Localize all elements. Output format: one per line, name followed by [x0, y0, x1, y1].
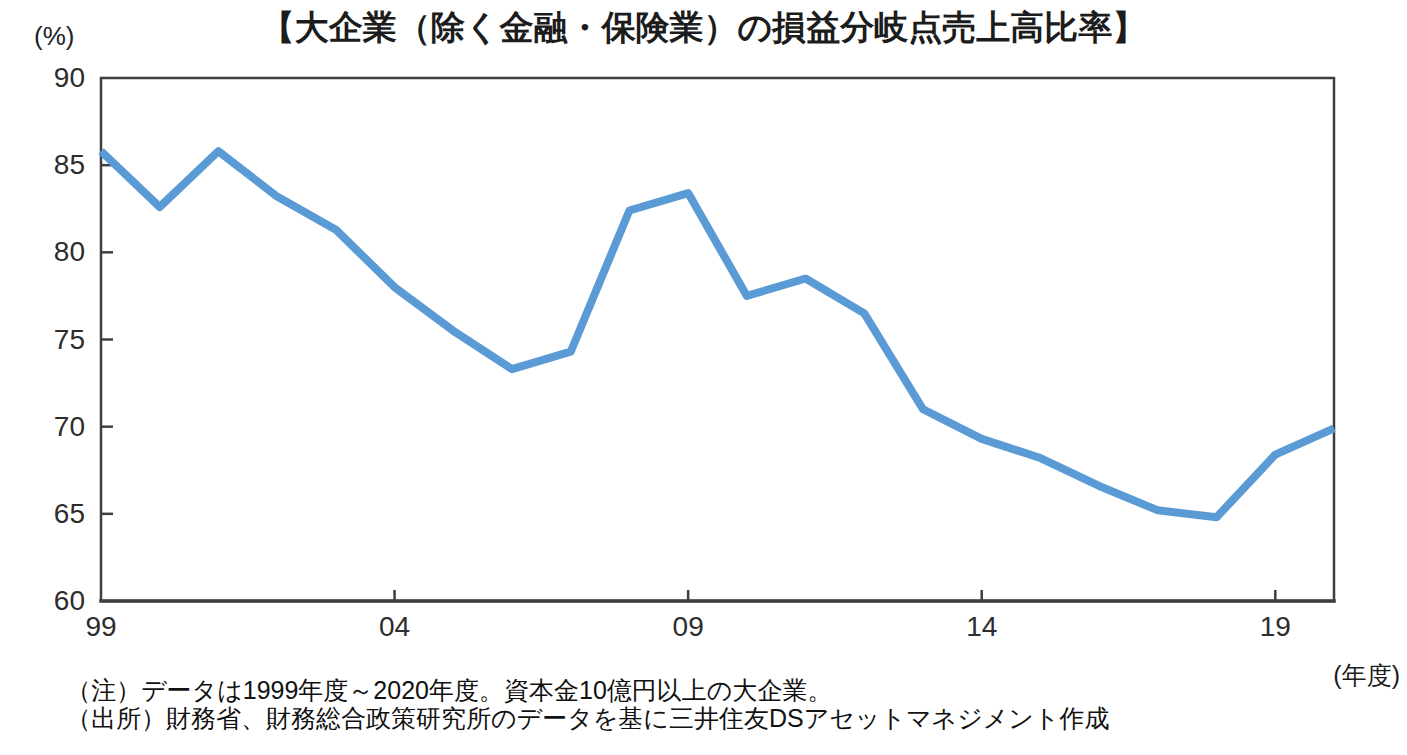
x-axis-unit-label: (年度) [1333, 659, 1400, 692]
note-line-2: （出所）財務省、財務総合政策研究所のデータを基に三井住友DSアセットマネジメント… [66, 702, 1110, 735]
data-series-line [101, 151, 1334, 517]
line-plot [0, 0, 1407, 755]
plot-border [101, 78, 1334, 601]
chart-canvas: (%) 【大企業（除く金融・保険業）の損益分岐点売上高比率】 606570758… [0, 0, 1407, 755]
